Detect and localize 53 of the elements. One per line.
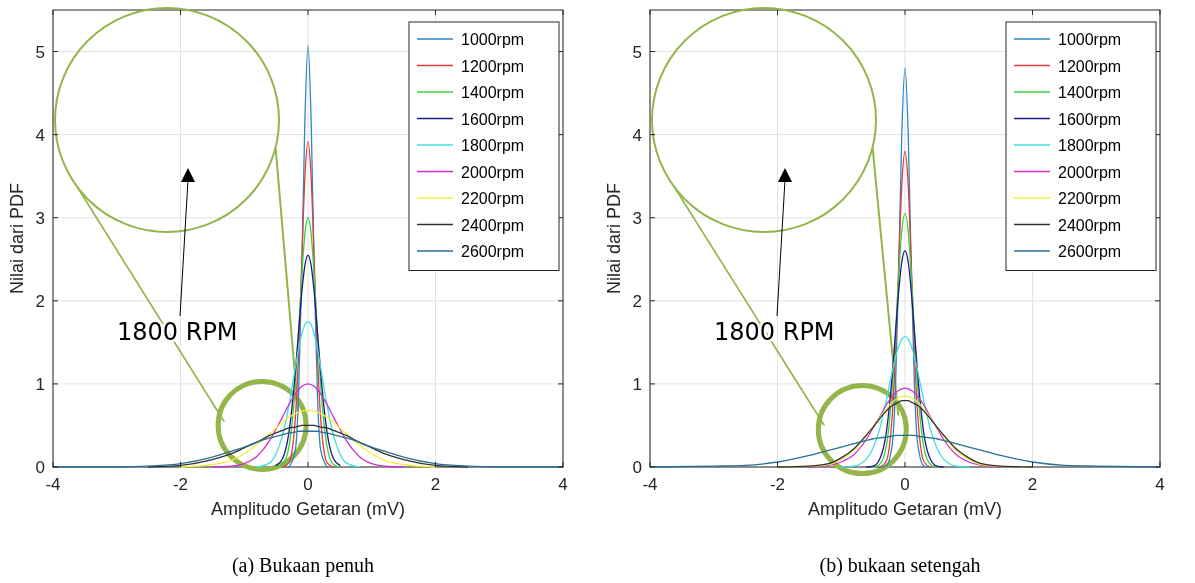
legend-label: 1800rpm (1058, 137, 1122, 154)
legend-label: 1400rpm (1058, 84, 1122, 101)
legend-label: 1800rpm (461, 137, 525, 154)
line-series (179, 409, 437, 468)
legend-label: 2400rpm (1058, 216, 1122, 234)
y-tick-label: 1 (35, 374, 45, 394)
legend-label: 1600rpm (461, 110, 525, 128)
y-tick-label: 4 (35, 125, 45, 145)
y-tick-label: 3 (35, 208, 45, 228)
y-tick-label: 0 (35, 458, 45, 477)
y-tick-label: 5 (632, 42, 642, 62)
legend-label: 1200rpm (1058, 57, 1122, 75)
legend-label: 1000rpm (461, 31, 525, 48)
x-axis-title: Amplitudo Getaran (mV) (807, 499, 1003, 519)
legend-label: 2200rpm (1058, 190, 1122, 207)
x-tick-label: 2 (1027, 475, 1038, 494)
text: (b) bukaan setengah (819, 554, 981, 577)
legend-label: 2600rpm (461, 243, 525, 260)
x-tick-label: -4 (45, 475, 61, 494)
legend-label: 1200rpm (461, 57, 525, 75)
legend-label: 2000rpm (461, 163, 525, 181)
x-axis-title: Amplitudo Getaran (mV) (210, 499, 406, 519)
y-tick-label: 2 (35, 291, 45, 311)
legend-label: 2600rpm (1058, 243, 1122, 260)
line-series (211, 383, 405, 468)
legend-label: 2400rpm (461, 216, 525, 234)
line-series (840, 335, 970, 468)
legend-label: 2200rpm (461, 190, 525, 207)
text: (a) Bukaan penuh (231, 554, 375, 577)
line-series (256, 320, 360, 468)
line-series (808, 387, 1002, 468)
y-tick-label: 3 (632, 208, 642, 228)
line-series (275, 254, 341, 466)
x-tick-label: 0 (303, 475, 313, 494)
x-tick-label: 4 (558, 475, 568, 494)
x-tick-label: -4 (642, 475, 658, 494)
x-tick-label: -2 (769, 475, 786, 494)
x-tick-label: -2 (172, 475, 189, 494)
legend-label: 1600rpm (1058, 110, 1122, 128)
y-axis-title: Nilai dari PDF (7, 182, 27, 295)
y-tick-label: 0 (632, 458, 642, 477)
y-tick-label: 1 (632, 374, 642, 394)
x-tick-label: 2 (430, 475, 441, 494)
legend-label: 1400rpm (461, 84, 525, 101)
x-tick-label: 4 (1155, 475, 1165, 494)
y-tick-label: 2 (632, 291, 642, 311)
y-axis-title: Nilai dari PDF (604, 182, 624, 295)
legend-label: 1000rpm (1058, 31, 1122, 48)
y-tick-label: 5 (35, 42, 45, 62)
x-tick-label: 0 (900, 475, 910, 494)
line-series (866, 250, 944, 468)
y-tick-label: 4 (632, 125, 642, 145)
legend-label: 2000rpm (1058, 163, 1122, 181)
